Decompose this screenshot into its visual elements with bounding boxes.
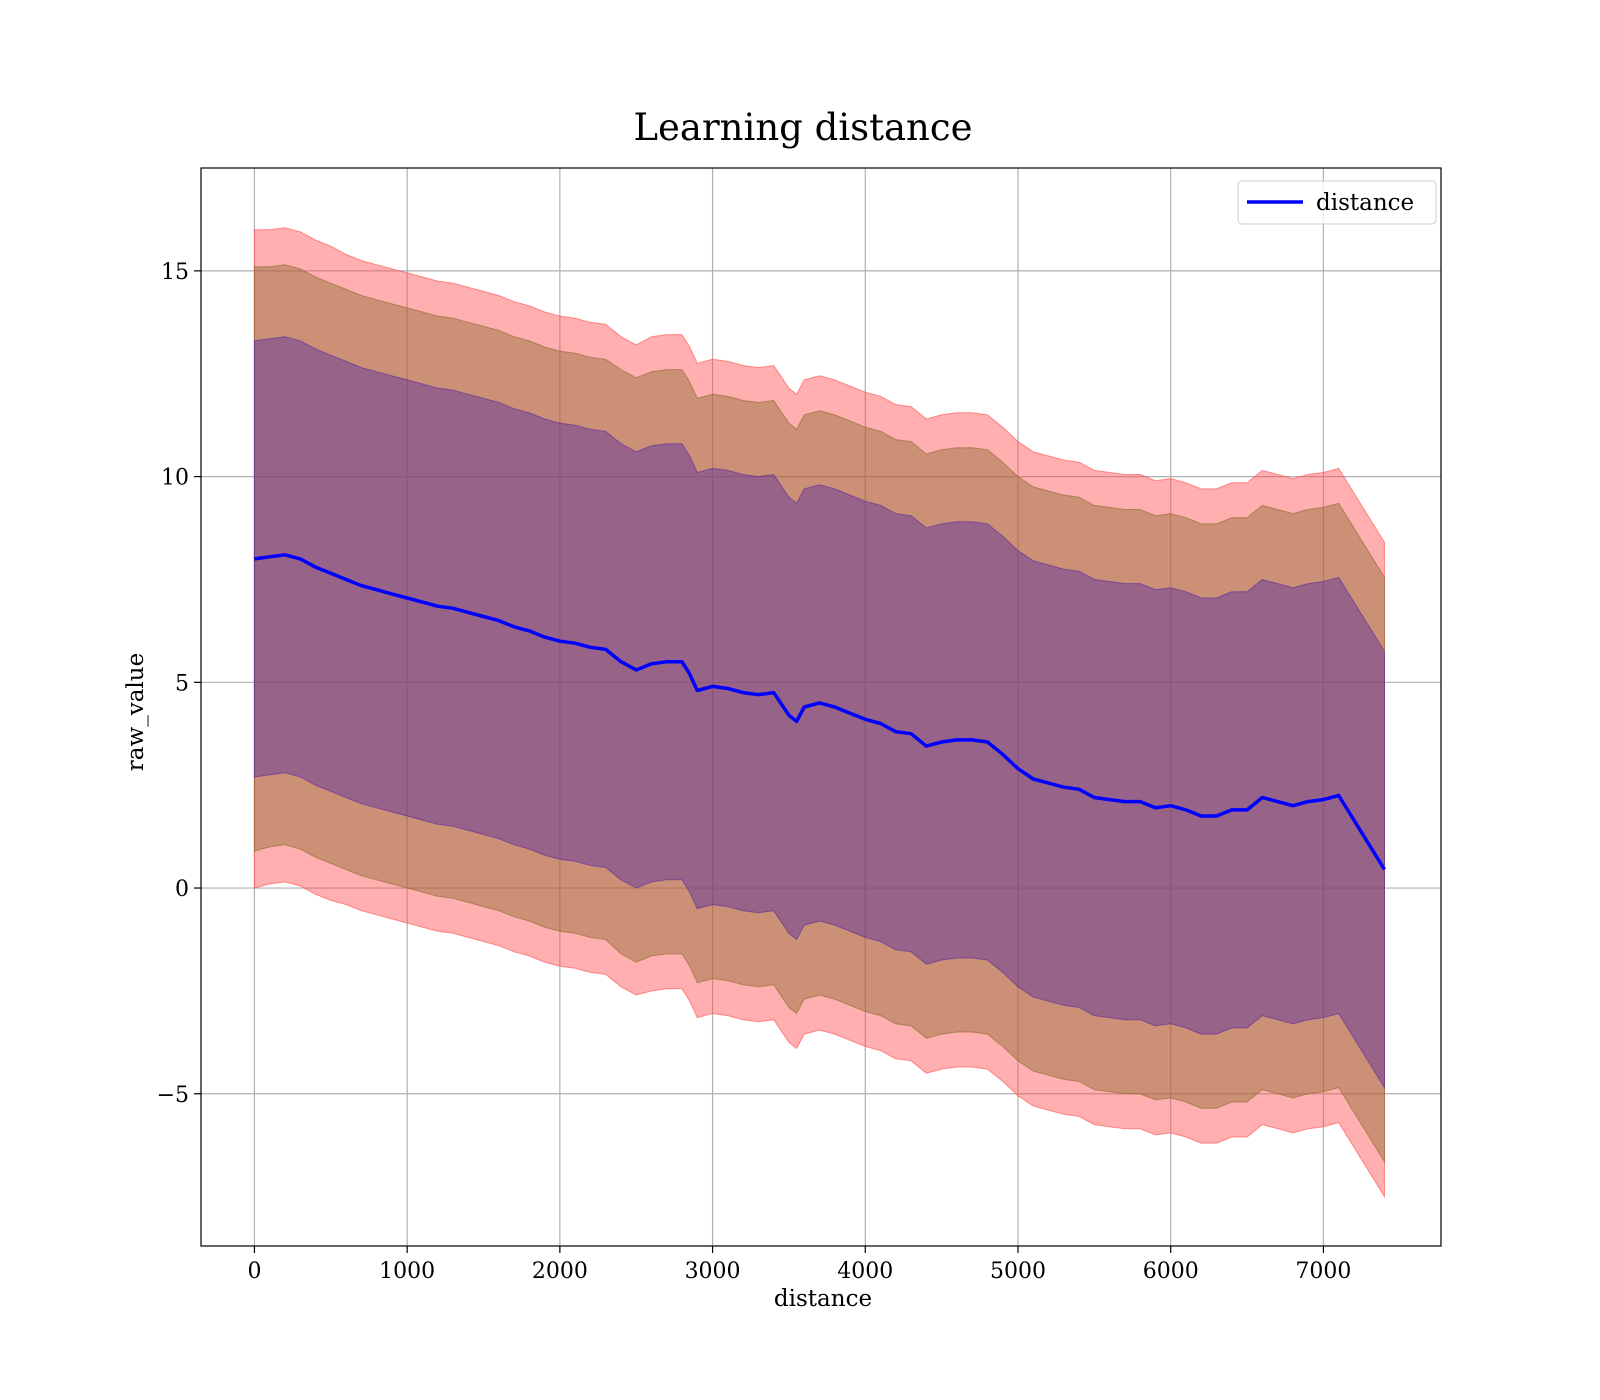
legend: distance <box>1237 180 1437 225</box>
x-tick-label: 1000 <box>379 1259 435 1284</box>
x-axis-label: distance <box>774 1286 872 1312</box>
y-axis-label: raw_value <box>123 653 149 771</box>
band-2 <box>253 336 1385 1090</box>
band-1 <box>253 264 1385 1164</box>
x-tick-label: 7000 <box>1295 1259 1351 1284</box>
y-tick-label: −5 <box>157 1083 189 1108</box>
grid <box>201 168 1441 1246</box>
x-tick-label: 4000 <box>837 1259 893 1284</box>
x-tick-label: 2000 <box>532 1259 588 1284</box>
band-0 <box>253 227 1385 1199</box>
lines <box>254 553 1386 871</box>
plot-area <box>253 227 1386 1199</box>
series-line-distance <box>254 553 1386 871</box>
y-axis-ticks: −5 0 5 10 15 <box>157 260 201 1108</box>
legend-label-distance: distance <box>1316 190 1414 216</box>
bands <box>253 227 1385 1199</box>
y-tick-label: 10 <box>161 466 189 491</box>
chart-title: Learning distance <box>633 106 972 149</box>
x-axis-ticks: 0 1000 2000 3000 4000 5000 6000 7000 <box>247 1246 1351 1284</box>
y-tick-label: 0 <box>175 877 189 902</box>
legend-box <box>1237 180 1437 225</box>
x-tick-label: 5000 <box>990 1259 1046 1284</box>
x-tick-label: 3000 <box>685 1259 741 1284</box>
y-tick-label: 5 <box>175 671 189 696</box>
x-tick-label: 0 <box>247 1259 261 1284</box>
y-tick-label: 15 <box>161 260 189 285</box>
x-tick-label: 6000 <box>1143 1259 1199 1284</box>
axes-frame <box>200 167 1442 1247</box>
